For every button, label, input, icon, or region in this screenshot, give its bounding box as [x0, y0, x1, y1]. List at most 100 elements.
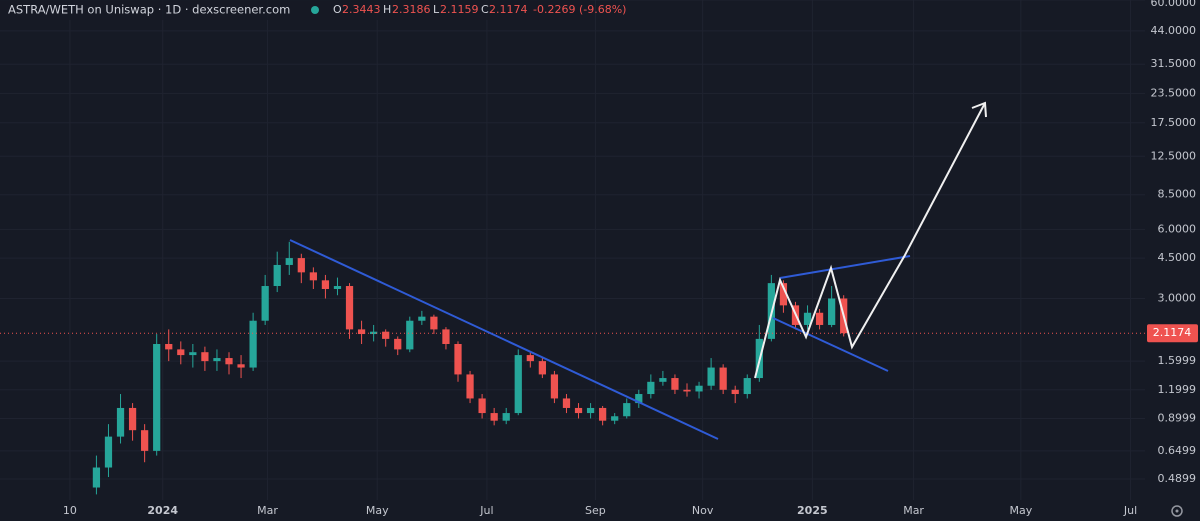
candle-body	[599, 407, 607, 421]
candle-body	[623, 403, 631, 417]
candle-body	[779, 283, 788, 306]
x-tick-label: 2025	[797, 504, 828, 517]
candle-body	[526, 355, 534, 362]
ohlc-value: 2.1159	[440, 3, 479, 16]
candle-body	[538, 361, 546, 375]
candle-body	[201, 352, 209, 362]
ohlc-value: 2.3443	[342, 3, 381, 16]
x-tick-label: May	[366, 504, 389, 517]
candle-body	[647, 381, 655, 395]
channel-top	[779, 255, 911, 279]
candle-body	[707, 367, 715, 386]
candle-body	[418, 316, 426, 321]
ohlc-label: C	[481, 3, 489, 16]
ohlc-label: O	[333, 3, 342, 16]
candle-body	[514, 355, 522, 414]
time-axis	[0, 500, 1145, 521]
last-price-badge	[1147, 324, 1198, 343]
x-tick-label: Jul	[479, 504, 493, 517]
candle-body	[490, 413, 498, 421]
candle-body	[333, 286, 342, 289]
candle-body	[153, 343, 161, 451]
candle-body	[466, 374, 474, 399]
arrow-head	[971, 101, 987, 118]
x-tick-label: May	[1009, 504, 1032, 517]
candle-body	[478, 398, 486, 414]
grid	[0, 0, 1145, 500]
channel-bottom	[772, 317, 889, 372]
candle-body	[828, 298, 836, 325]
candle-body	[370, 331, 378, 335]
candle-body	[611, 416, 619, 421]
candle-body	[116, 407, 125, 437]
candle-body	[731, 389, 739, 395]
candle-body	[165, 343, 173, 350]
title: ASTRA/WETH on Uniswap · 1D · dexscreener…	[8, 3, 290, 17]
candle-body	[659, 378, 667, 382]
candle-body	[574, 407, 583, 414]
candle-body	[309, 272, 317, 281]
candle-body	[635, 394, 643, 404]
candle-body	[141, 430, 149, 451]
candle-body	[803, 312, 812, 325]
y-tick-label: 4.5000	[1158, 251, 1197, 264]
x-tick-label: 10	[63, 504, 77, 517]
y-tick-label: 1.1999	[1158, 383, 1197, 396]
candle-body	[382, 331, 390, 339]
candle-body	[297, 258, 305, 273]
price-axis	[1145, 0, 1200, 521]
y-tick-label: 0.6499	[1158, 444, 1197, 457]
candle-body	[345, 286, 354, 330]
header: ASTRA/WETH on Uniswap · 1D · dexscreener…	[0, 0, 626, 20]
candle-body	[695, 385, 703, 392]
status-dot	[311, 6, 319, 14]
candle-body	[321, 280, 330, 289]
x-tick-label: Mar	[257, 504, 278, 517]
ohlc-value: 2.3186	[392, 3, 431, 16]
candle-body	[430, 316, 438, 330]
last-price-label: 2.1174	[1153, 326, 1192, 339]
y-tick-label: 31.5000	[1151, 57, 1197, 70]
y-tick-label: 3.0000	[1158, 291, 1197, 304]
candle-body	[743, 378, 751, 395]
candle-body	[550, 374, 559, 399]
candle-body	[586, 407, 595, 414]
x-tick-label: 2024	[147, 504, 178, 517]
ohlc-value: 2.1174	[489, 3, 528, 16]
candle-body	[92, 467, 101, 488]
y-tick-label: 0.4899	[1158, 472, 1197, 485]
candle-body	[261, 286, 269, 321]
candle-body	[442, 329, 450, 344]
y-tick-label: 8.5000	[1158, 188, 1197, 201]
candle-body	[394, 338, 402, 350]
candle-body	[502, 413, 510, 421]
axes: 60.0000 44.0000 31.5000 23.5000 17.5000 12.50…	[63, 0, 1198, 517]
y-tick-label: 6.0000	[1158, 222, 1197, 235]
y-tick-label: 12.5000	[1151, 149, 1197, 162]
gear[interactable]	[1171, 505, 1183, 517]
candle-body	[562, 398, 571, 408]
projection-path	[754, 102, 986, 379]
ohlc-label: H	[383, 3, 391, 16]
y-tick-label: 60.0000	[1151, 0, 1197, 9]
trendline	[289, 239, 719, 440]
settings-icon[interactable]	[1171, 505, 1183, 517]
x-tick-label: Sep	[585, 504, 606, 517]
candle-body	[815, 312, 824, 325]
candle-body	[225, 358, 233, 365]
candle-body	[128, 407, 137, 431]
candle-body	[683, 389, 691, 392]
gear-center[interactable]	[1175, 509, 1179, 513]
x-tick-label: Nov	[692, 504, 714, 517]
candle-body	[719, 367, 727, 390]
y-tick-label: 23.5000	[1151, 86, 1197, 99]
candle-body	[273, 264, 281, 287]
candle-body	[177, 349, 185, 356]
y-tick-label: 0.8999	[1158, 411, 1197, 424]
change: -0.2269 (-9.68%)	[533, 3, 626, 16]
candle-body	[285, 258, 293, 265]
candle-body	[213, 358, 221, 362]
x-tick-label: Mar	[903, 504, 924, 517]
